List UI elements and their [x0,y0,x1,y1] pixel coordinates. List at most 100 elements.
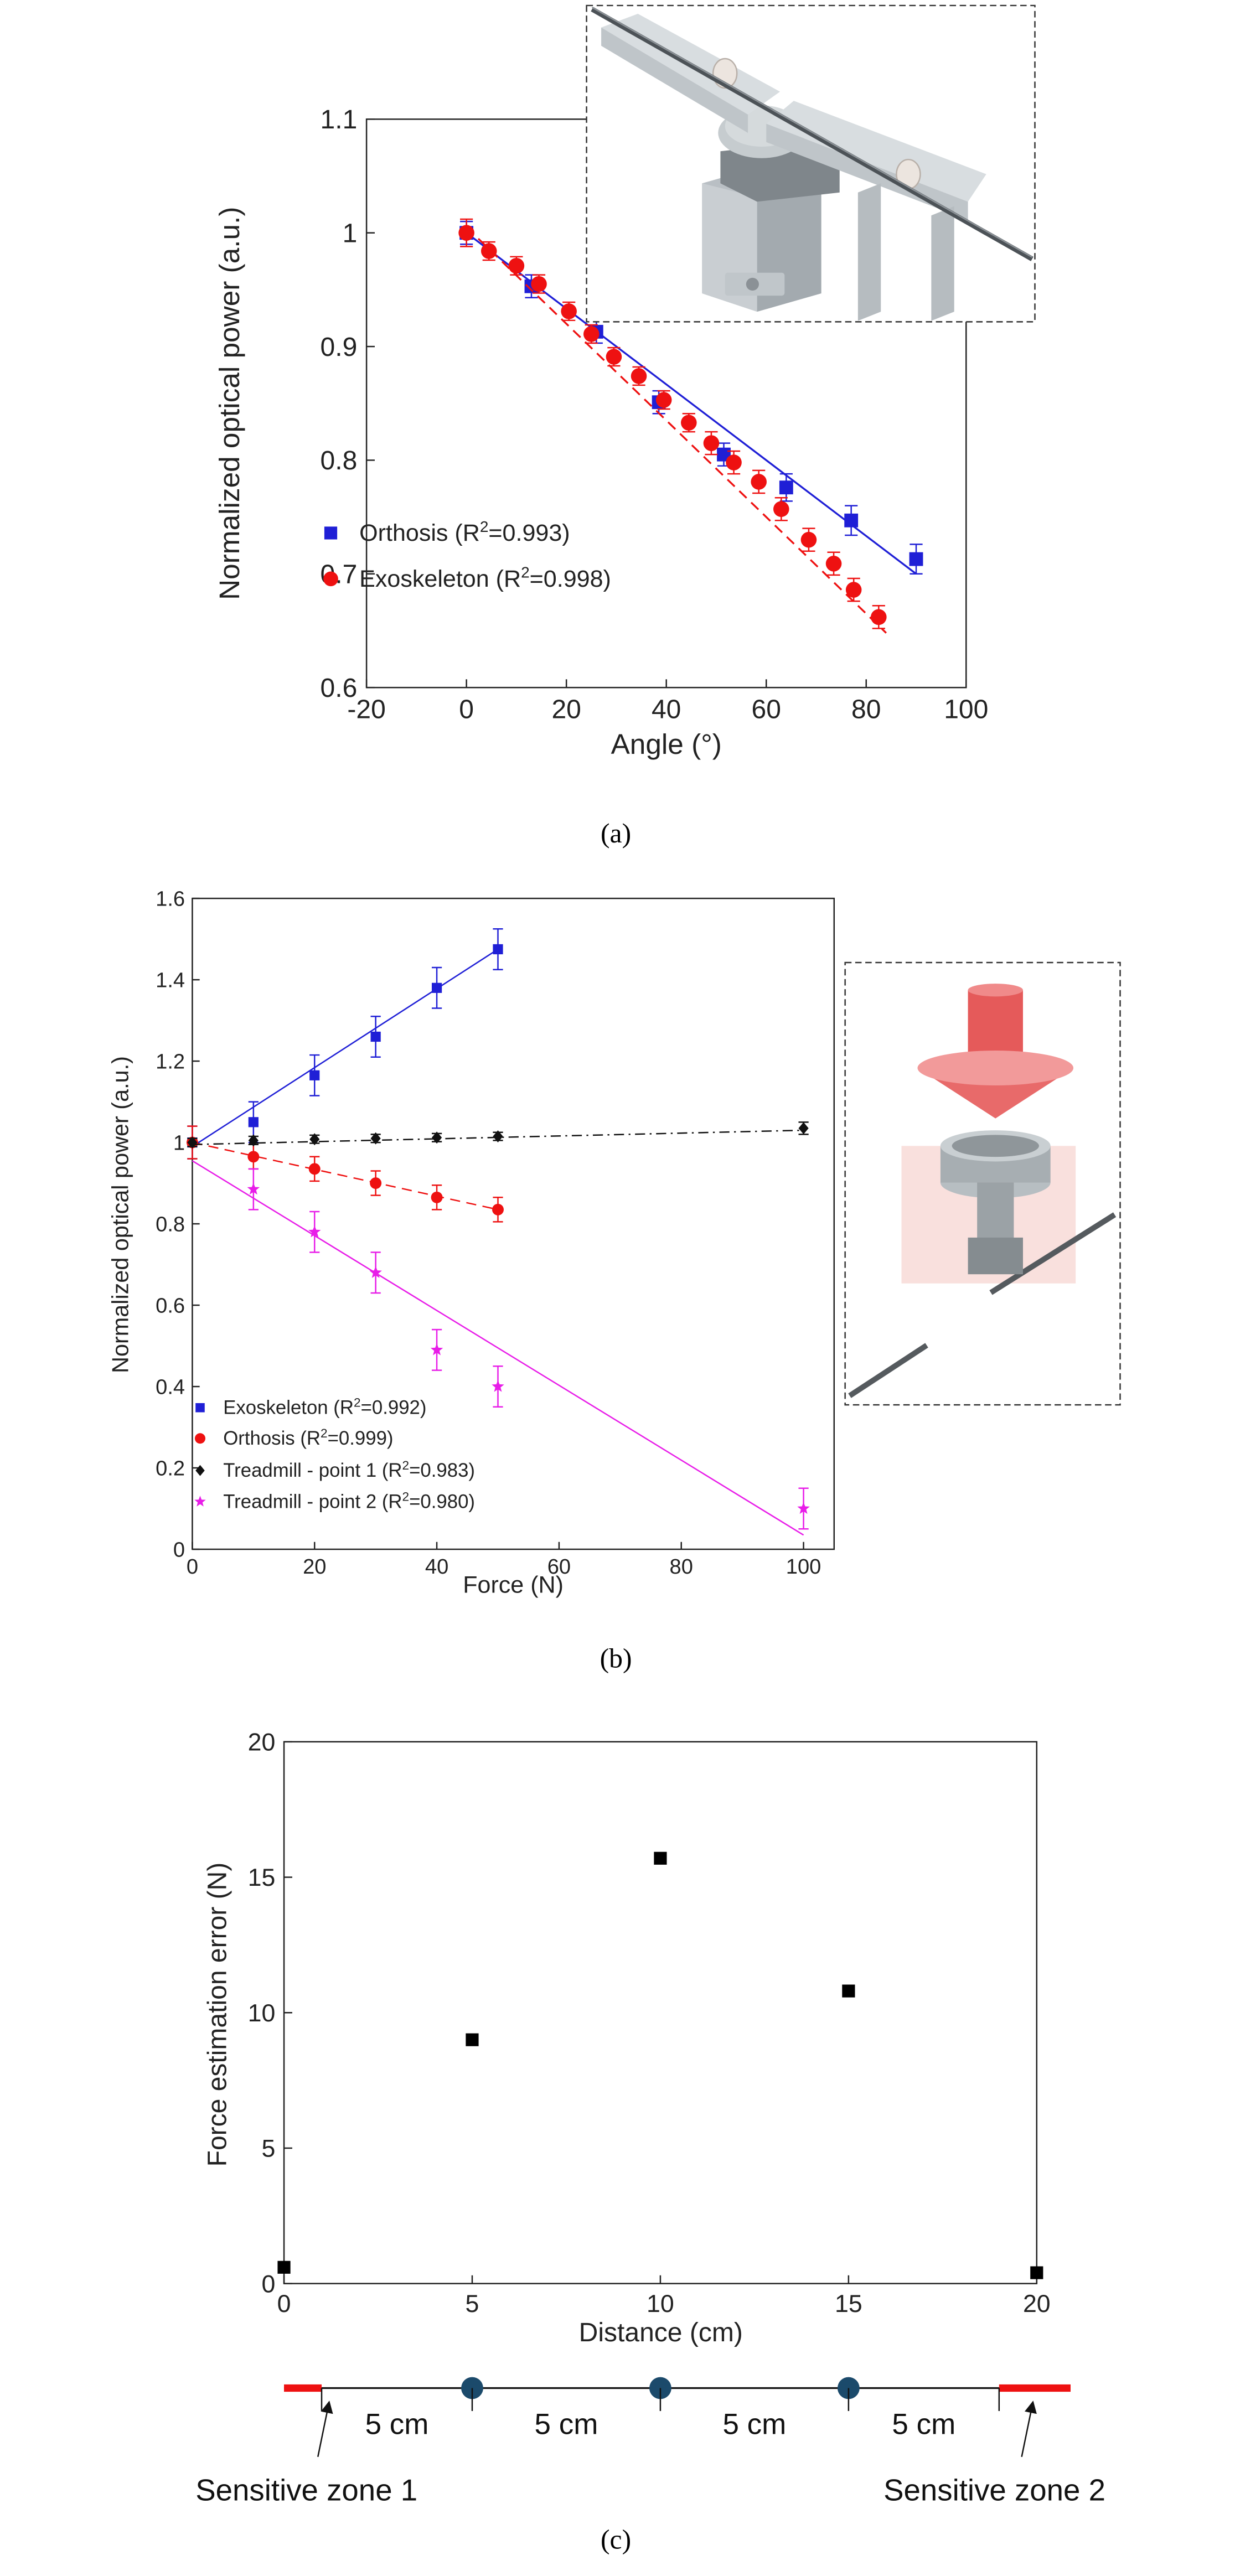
data-point [842,1984,855,1998]
y-tick-label: 0 [262,2270,276,2298]
x-tick-label: 100 [786,1555,821,1579]
data-point [458,225,474,241]
panel-a-marks [458,218,923,634]
segment-label: 5 cm [535,2408,598,2440]
data-point [844,513,859,527]
sensitive-zone-2-label: Sensitive zone 2 [883,2473,1105,2507]
data-point [308,1225,321,1238]
data-point [431,1191,443,1203]
segment-label: 5 cm [892,2408,955,2440]
panel-b: 0 20 40 60 80 100 0 0.2 0.4 0.6 0.8 1 1.2 1.4 1.6 Exos… [107,887,1121,1674]
y-tick-label: 1.1 [321,105,358,135]
zone-2-arrow [1021,2401,1037,2457]
x-tick-label: 20 [303,1555,326,1579]
x-tick-label: 0 [187,1555,198,1579]
data-point [493,1130,503,1142]
data-point [492,1380,504,1392]
sensitive-zone-1-label: Sensitive zone 1 [195,2473,417,2507]
data-point [431,982,442,993]
legend-marker [195,1403,205,1413]
sensor-layout-diagram: 5 cm 5 cm 5 cm 5 cm Sensitive zone 1 Sensitiv… [195,2377,1105,2507]
data-point [247,1182,260,1195]
data-point [370,1177,382,1189]
y-tick-label: 5 [262,2135,276,2163]
legend-marker [324,526,338,540]
panel-c-plot-frame [283,1741,1038,2284]
y-tick-label: 10 [248,2000,276,2027]
panel-b-marks [186,928,810,1536]
data-point [773,501,789,518]
data-point [800,531,817,548]
data-point [430,1343,443,1356]
legend-label: Treadmill - point 1 (R2=0.983) [223,1458,475,1481]
x-tick-label: -20 [347,695,385,724]
data-point [871,609,887,625]
x-tick-label: 20 [1023,2290,1051,2318]
force-sensor-render [844,961,1121,1406]
y-tick-label: 20 [248,1729,276,1756]
x-tick-label: 5 [466,2290,479,2318]
panel-a-y-axis-label: Normalized optical power (a.u.) [214,207,245,600]
data-point [1030,2266,1043,2279]
x-tick-label: 0 [277,2290,291,2318]
panel-b-axes: 0 20 40 60 80 100 0 0.2 0.4 0.6 0.8 1 1.2 1.4 1.6 [156,887,821,1578]
panel-a-legend: Orthosis (R2=0.993) Exoskeleton (R2=0.998… [323,518,611,592]
data-point [531,276,547,292]
data-point [751,474,767,490]
y-tick-label: 0.8 [156,1213,185,1236]
data-point [247,1151,260,1163]
legend-marker [194,1433,206,1444]
y-tick-label: 0 [173,1538,185,1561]
x-tick-label: 10 [647,2290,674,2318]
panel-a-x-axis-label: Angle (°) [611,728,722,760]
y-tick-label: 15 [248,1864,276,1891]
data-point [508,257,525,274]
data-point [631,368,647,384]
y-tick-label: 1.6 [156,887,185,911]
data-point [309,1070,320,1080]
data-point [431,1131,442,1144]
legend-marker [194,1496,206,1507]
segment-label: 5 cm [365,2408,429,2440]
orthosis-mechanism-render [586,4,1036,323]
data-point [779,480,793,495]
panel-b-caption: (b) [600,1643,632,1674]
data-point [370,1031,381,1042]
legend-marker [195,1465,205,1476]
legend-label: Exoskeleton (R2=0.992) [223,1396,426,1419]
y-tick-label: 0.6 [321,674,358,703]
data-point [248,1134,259,1147]
y-tick-label: 0.4 [156,1375,185,1399]
legend-label: Treadmill - point 2 (R2=0.980) [223,1489,475,1512]
x-tick-label: 80 [851,695,881,724]
x-tick-label: 20 [551,695,581,724]
x-tick-label: 40 [425,1555,448,1579]
data-point [825,556,842,572]
y-tick-label: 0.2 [156,1457,185,1480]
panel-b-y-axis-label: Normalized optical power (a.u.) [107,1056,133,1373]
panel-a-caption: (a) [601,818,631,849]
data-point [466,2033,479,2046]
panel-c-marks [277,1851,1043,2279]
x-tick-label: 60 [547,1555,571,1579]
data-point [480,243,497,259]
x-tick-label: 40 [652,695,681,724]
data-point [583,326,600,342]
x-tick-label: 15 [835,2290,862,2318]
data-point [909,552,923,566]
segment-label: 5 cm [722,2408,786,2440]
data-point [681,415,697,431]
zone-1-arrow [317,2401,333,2457]
fit-line-exoskeleton [192,948,499,1147]
panel-c-axes: 0 5 10 15 20 0 5 10 15 20 [248,1729,1051,2318]
data-point [797,1502,810,1514]
data-point [369,1266,382,1278]
y-tick-label: 0.9 [321,333,358,362]
panel-c-x-axis-label: Distance (cm) [579,2318,743,2347]
x-tick-label: 100 [944,695,988,724]
y-tick-label: 0.8 [321,446,358,475]
data-point [655,392,672,408]
